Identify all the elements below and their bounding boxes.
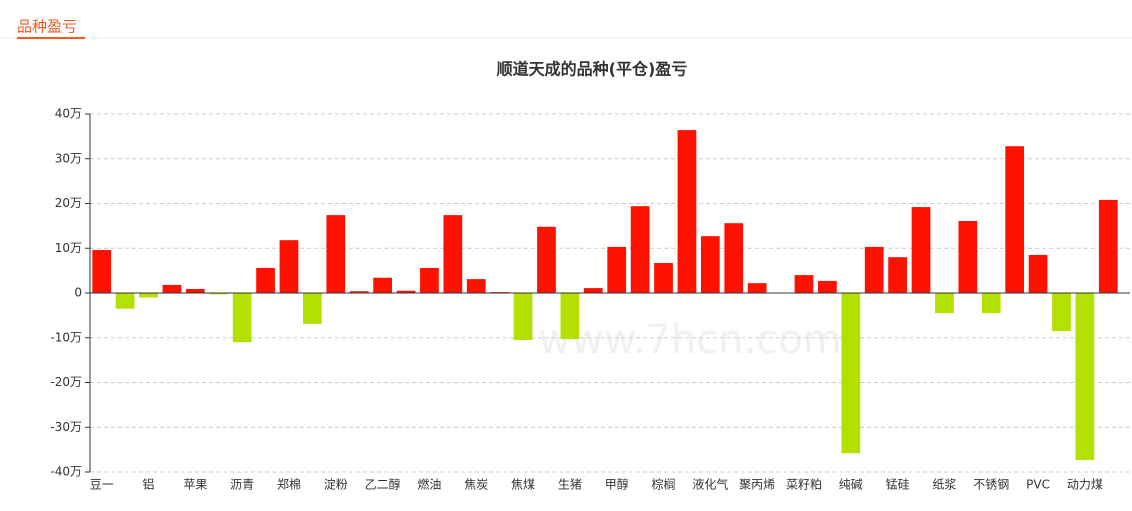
y-tick-label: -30万 [50, 420, 82, 434]
bar [115, 293, 135, 309]
bar [92, 250, 112, 293]
x-tick-label: 豆一 [90, 478, 114, 492]
bar [420, 267, 439, 293]
bar [1005, 146, 1025, 293]
bar [1052, 293, 1071, 332]
x-tick-label: 不锈钢 [973, 478, 1009, 492]
x-tick-label: 锰硅 [886, 477, 910, 492]
bar [256, 267, 275, 293]
y-tick-label: 40万 [55, 107, 82, 121]
x-tick-label: 动力煤 [1067, 478, 1103, 492]
bar [373, 277, 392, 293]
bar [185, 288, 205, 293]
bar [396, 290, 416, 293]
bar [888, 257, 907, 293]
section-title: 品种盈亏 [17, 18, 77, 36]
watermark: www.7hcn.com [538, 317, 841, 363]
x-tick-label: 郑棉 [277, 477, 301, 492]
bar [232, 293, 252, 343]
y-tick-label: -10万 [50, 330, 82, 344]
bar [981, 293, 1001, 314]
bar [654, 263, 673, 293]
x-tick-label: 焦炭 [464, 478, 488, 492]
chart-title: 顺道天成的品种(平仓)盈亏 [497, 60, 688, 79]
bar [1028, 254, 1048, 293]
x-tick-label: 聚丙烯 [739, 478, 775, 492]
y-tick-label: 10万 [55, 241, 82, 255]
bar [935, 293, 954, 314]
bar [560, 293, 580, 340]
bar [747, 283, 767, 293]
bar [607, 246, 627, 293]
bar [466, 279, 486, 293]
bar [630, 206, 650, 293]
bar [724, 223, 744, 293]
bar [537, 226, 556, 293]
bar [139, 293, 158, 298]
bar [677, 130, 697, 293]
bar [443, 215, 463, 293]
bar [794, 275, 814, 293]
bar [583, 288, 603, 293]
x-tick-label: 燃油 [417, 477, 441, 492]
x-tick-label: 棕榈 [652, 477, 676, 492]
y-tick-label: -40万 [50, 465, 82, 479]
x-tick-label: PVC [1026, 478, 1050, 492]
x-tick-label: 甲醇 [605, 477, 629, 492]
bar [911, 207, 931, 293]
y-tick-label: 30万 [55, 151, 82, 165]
x-tick-label: 沥青 [230, 478, 254, 492]
bar [1098, 199, 1118, 293]
bar [303, 293, 322, 324]
bar [818, 280, 837, 293]
x-tick-label: 焦煤 [511, 478, 535, 492]
bar [958, 220, 978, 293]
bar [1075, 293, 1095, 460]
x-tick-label: 苹果 [183, 478, 207, 492]
y-tick-label: -20万 [50, 375, 82, 389]
y-tick-label: 0 [74, 286, 82, 300]
bar [349, 291, 369, 293]
x-tick-label: 液化气 [692, 477, 728, 492]
x-tick-label: 铝 [143, 477, 155, 492]
bar [864, 246, 884, 293]
bar [209, 293, 229, 295]
x-tick-label: 乙二醇 [365, 477, 401, 492]
x-tick-label: 纯碱 [839, 478, 863, 492]
bar [700, 236, 720, 293]
bar [162, 284, 182, 293]
bar [279, 240, 299, 293]
x-tick-label: 淀粉 [324, 478, 348, 492]
bar [513, 293, 533, 340]
bar [841, 293, 861, 454]
x-tick-label: 纸浆 [932, 477, 956, 492]
y-tick-label: 20万 [55, 196, 82, 210]
x-tick-label: 菜籽粕 [786, 477, 822, 492]
x-tick-label: 生猪 [558, 478, 582, 492]
bar [326, 215, 346, 293]
